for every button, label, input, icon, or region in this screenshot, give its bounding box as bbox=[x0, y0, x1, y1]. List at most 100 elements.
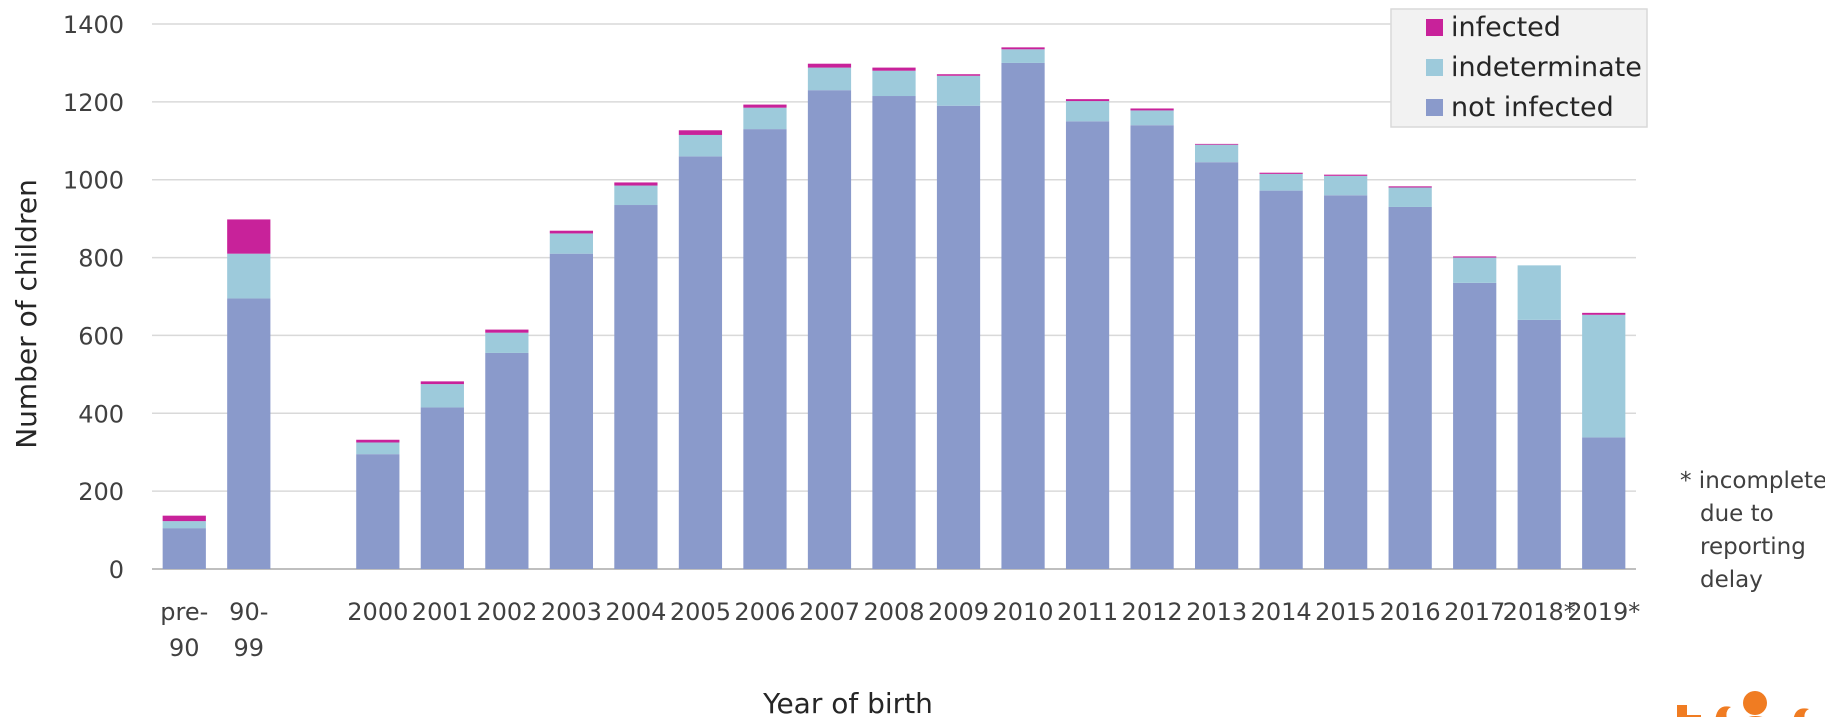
bar-segment-indeterminate bbox=[872, 70, 916, 97]
bar-segment-infected bbox=[1194, 143, 1239, 145]
y-tick-label: 600 bbox=[78, 322, 124, 350]
bar-segment-not-infected bbox=[1194, 162, 1239, 570]
x-tick-label: 90- bbox=[229, 598, 268, 626]
x-tick-label: 2016 bbox=[1380, 598, 1441, 626]
x-tick-label: 2012 bbox=[1122, 598, 1183, 626]
y-tick-label: 200 bbox=[78, 478, 124, 506]
bar-segment-infected bbox=[1582, 312, 1626, 315]
bar-segment-not-infected bbox=[1065, 121, 1110, 570]
bar-segment-indeterminate bbox=[1324, 175, 1368, 196]
y-tick-label: 1000 bbox=[63, 167, 124, 195]
bar-segment-indeterminate bbox=[1582, 314, 1626, 438]
bar-segment-not-infected bbox=[1001, 62, 1045, 570]
x-tick-label: 2006 bbox=[734, 598, 795, 626]
bar-segment-indeterminate bbox=[1388, 187, 1432, 207]
bar-segment-infected bbox=[549, 230, 594, 234]
bar-segment-infected bbox=[356, 439, 400, 443]
legend-label: indeterminate bbox=[1451, 52, 1642, 83]
bar-segment-indeterminate bbox=[1194, 144, 1239, 163]
bar-segment-infected bbox=[807, 63, 852, 68]
bar-segment-infected bbox=[678, 130, 723, 135]
bar-segment-indeterminate bbox=[162, 521, 206, 529]
bar-segment-indeterminate bbox=[936, 75, 981, 106]
y-tick-label: 400 bbox=[78, 400, 124, 428]
x-tick-label: 2000 bbox=[347, 598, 408, 626]
footnote-line-2: due to bbox=[1700, 501, 1774, 527]
bar-segment-not-infected bbox=[678, 156, 723, 569]
footnote-line-4: delay bbox=[1700, 567, 1763, 593]
bar-segment-indeterminate bbox=[1259, 173, 1303, 191]
bar-segment-indeterminate bbox=[1453, 257, 1497, 283]
bar-segment-indeterminate bbox=[485, 332, 529, 353]
bar-segment-not-infected bbox=[1130, 125, 1174, 569]
bar-segment-not-infected bbox=[162, 528, 206, 569]
legend: infected indeterminate not infected bbox=[1390, 8, 1648, 128]
x-tick-label: 90 bbox=[169, 634, 200, 662]
legend-swatch bbox=[1426, 99, 1443, 116]
footnote-line-3: reporting bbox=[1700, 534, 1806, 560]
bar-segment-not-infected bbox=[1517, 319, 1561, 569]
bar-segment-infected bbox=[1001, 47, 1045, 50]
x-tick-label: 2007 bbox=[799, 598, 860, 626]
bar-segment-infected bbox=[1388, 186, 1432, 188]
bar-segment-indeterminate bbox=[1065, 101, 1110, 122]
bar-segment-indeterminate bbox=[227, 253, 271, 299]
x-tick-label: 2004 bbox=[605, 598, 666, 626]
x-tick-label: 2011 bbox=[1057, 598, 1118, 626]
bar-segment-not-infected bbox=[743, 129, 787, 569]
bars bbox=[162, 47, 1626, 570]
bar-segment-not-infected bbox=[1453, 282, 1497, 569]
legend-swatch bbox=[1426, 19, 1443, 36]
bar-segment-indeterminate bbox=[678, 134, 723, 157]
x-axis-title: Year of birth bbox=[762, 687, 933, 717]
bar-segment-infected bbox=[1065, 99, 1110, 102]
x-tick-label: 2008 bbox=[863, 598, 924, 626]
bar-segment-not-infected bbox=[936, 105, 981, 569]
bar-segment-infected bbox=[1453, 256, 1497, 258]
y-axis-ticks: 0 200 400 600 800 1000 1200 1400 bbox=[63, 11, 124, 584]
x-tick-label: pre- bbox=[160, 598, 208, 626]
bar-segment-indeterminate bbox=[614, 185, 658, 206]
bar-segment-infected bbox=[162, 515, 206, 522]
x-tick-label: 99 bbox=[234, 634, 265, 662]
bar-segment-not-infected bbox=[227, 298, 271, 569]
bar-segment-infected bbox=[485, 329, 529, 333]
bar-segment-not-infected bbox=[1259, 190, 1303, 569]
bar-segment-not-infected bbox=[420, 407, 464, 569]
x-tick-label: 2018* bbox=[1503, 598, 1576, 626]
bar-segment-not-infected bbox=[872, 96, 916, 570]
footnote: * incomplete due to reporting delay bbox=[1680, 465, 1825, 597]
bar-segment-not-infected bbox=[1388, 206, 1432, 569]
bar-segment-infected bbox=[1324, 174, 1368, 176]
x-tick-label: 2010 bbox=[993, 598, 1054, 626]
bar-segment-infected bbox=[420, 381, 464, 385]
bar-segment-indeterminate bbox=[1001, 49, 1045, 63]
x-tick-label: 2013 bbox=[1186, 598, 1247, 626]
x-tick-label: 2009 bbox=[928, 598, 989, 626]
x-tick-label: 2017 bbox=[1444, 598, 1505, 626]
bar-segment-indeterminate bbox=[420, 384, 464, 408]
bar-segment-infected bbox=[1259, 172, 1303, 174]
bar-segment-infected bbox=[936, 74, 981, 76]
bar-segment-indeterminate bbox=[549, 233, 594, 254]
x-tick-label: 2003 bbox=[541, 598, 602, 626]
bar-segment-not-infected bbox=[614, 205, 658, 569]
bar-segment-infected bbox=[227, 219, 271, 254]
bar-segment-infected bbox=[743, 104, 787, 108]
y-tick-label: 1200 bbox=[63, 89, 124, 117]
legend-label: infected bbox=[1451, 12, 1561, 43]
footnote-line-1: * incomplete bbox=[1680, 468, 1825, 494]
y-tick-label: 800 bbox=[78, 245, 124, 273]
bar-segment-not-infected bbox=[485, 352, 529, 569]
bar-segment-infected bbox=[1130, 108, 1174, 111]
y-axis-title: Number of children bbox=[10, 179, 43, 449]
legend-swatch bbox=[1426, 59, 1443, 76]
bar-segment-not-infected bbox=[549, 253, 594, 569]
x-tick-label: 2014 bbox=[1251, 598, 1312, 626]
legend-label: not infected bbox=[1451, 92, 1614, 123]
x-tick-label: 2019* bbox=[1567, 598, 1640, 626]
bar-segment-not-infected bbox=[1582, 437, 1626, 569]
y-tick-label: 1400 bbox=[63, 11, 124, 39]
